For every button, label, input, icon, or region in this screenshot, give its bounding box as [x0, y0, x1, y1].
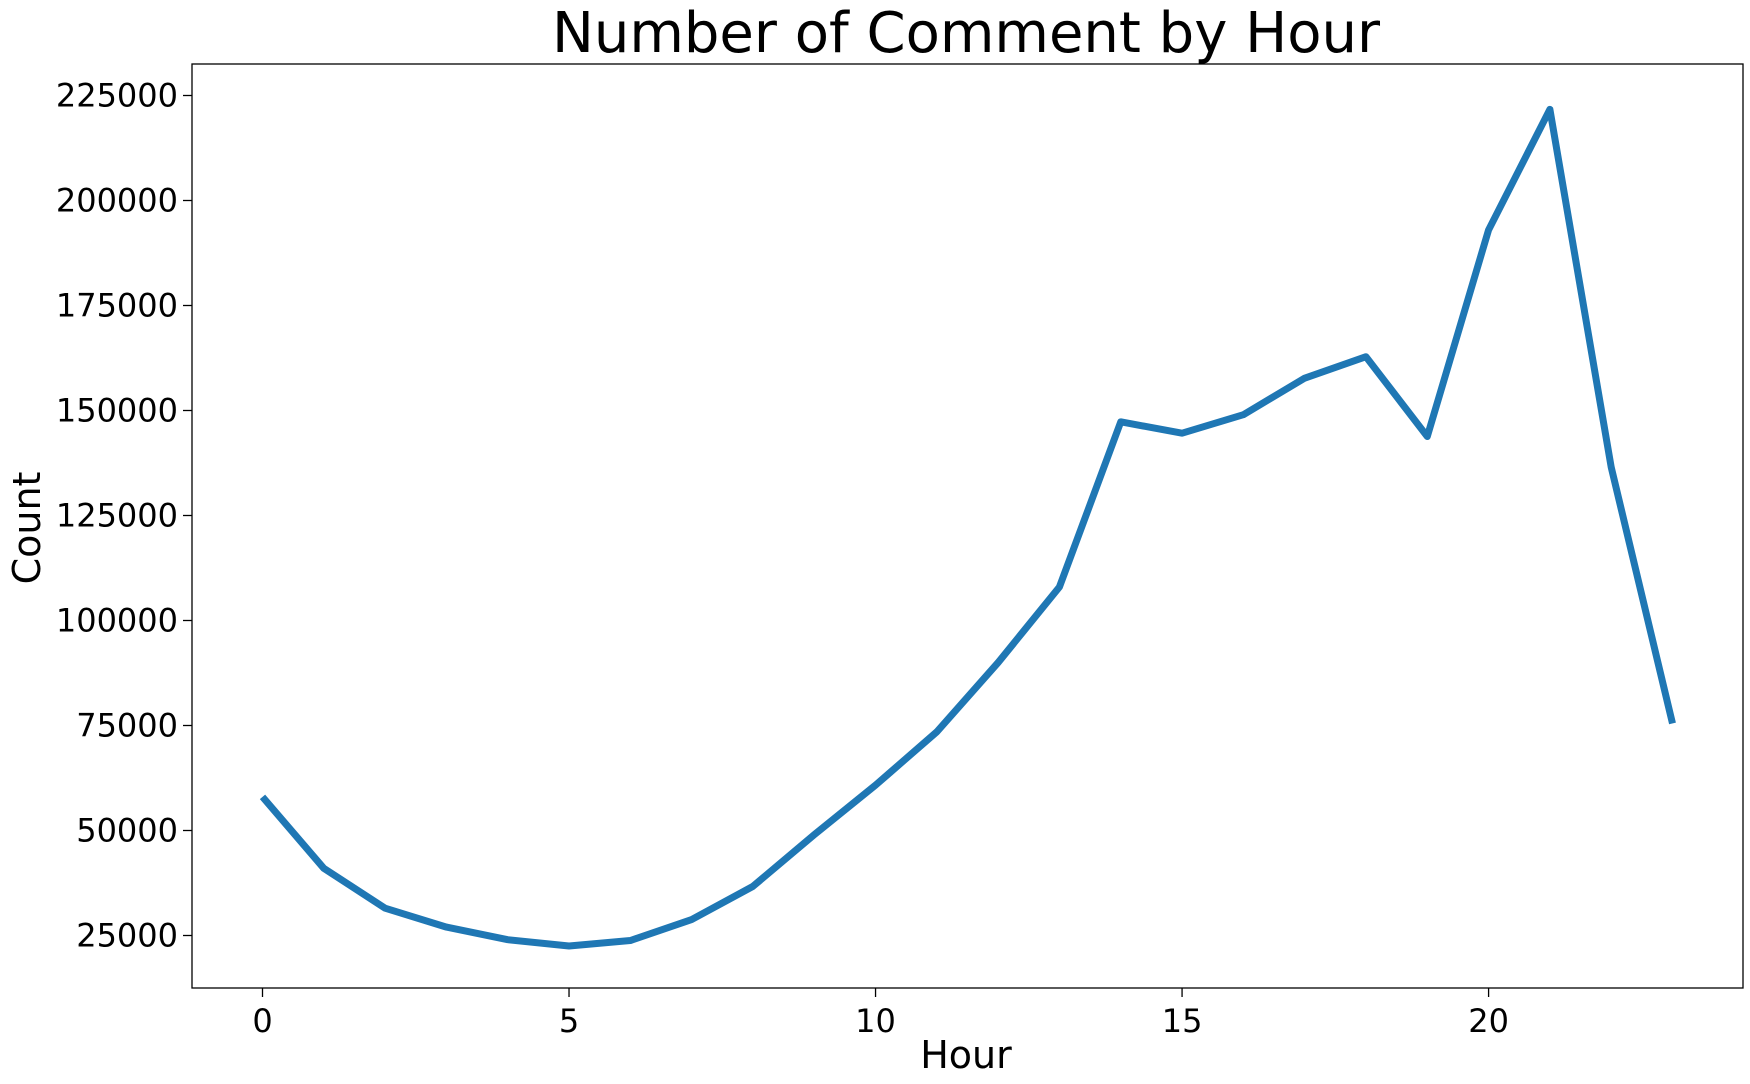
y-tick-label: 100000	[56, 602, 178, 640]
y-tick-label: 150000	[56, 392, 178, 430]
y-tick-label: 225000	[56, 77, 178, 115]
x-tick-label: 20	[1468, 1002, 1509, 1040]
x-tick-label: 10	[855, 1002, 896, 1040]
y-axis: 25000 50000 75000 100000 125000 150000 175000 2…	[56, 77, 192, 955]
y-tick-label: 50000	[76, 812, 178, 850]
y-tick-label: 175000	[56, 287, 178, 325]
y-axis-label: Count	[5, 472, 49, 585]
plot-frame	[191, 63, 1744, 989]
chart-title: Number of Comment by Hour	[552, 1, 1381, 66]
x-tick-label: 5	[559, 1002, 579, 1040]
plot-area	[191, 63, 1744, 989]
x-tick-label: 15	[1162, 1002, 1203, 1040]
y-tick-label: 125000	[56, 497, 178, 535]
x-tick-label: 0	[252, 1002, 272, 1040]
x-axis-label: Hour	[920, 1033, 1012, 1077]
y-tick-label: 200000	[56, 182, 178, 220]
series-line-0	[259, 105, 1676, 950]
x-axis: 0 5 10 15 20	[252, 988, 1509, 1040]
y-tick-label: 75000	[76, 707, 178, 745]
y-tick-label: 25000	[76, 917, 178, 955]
